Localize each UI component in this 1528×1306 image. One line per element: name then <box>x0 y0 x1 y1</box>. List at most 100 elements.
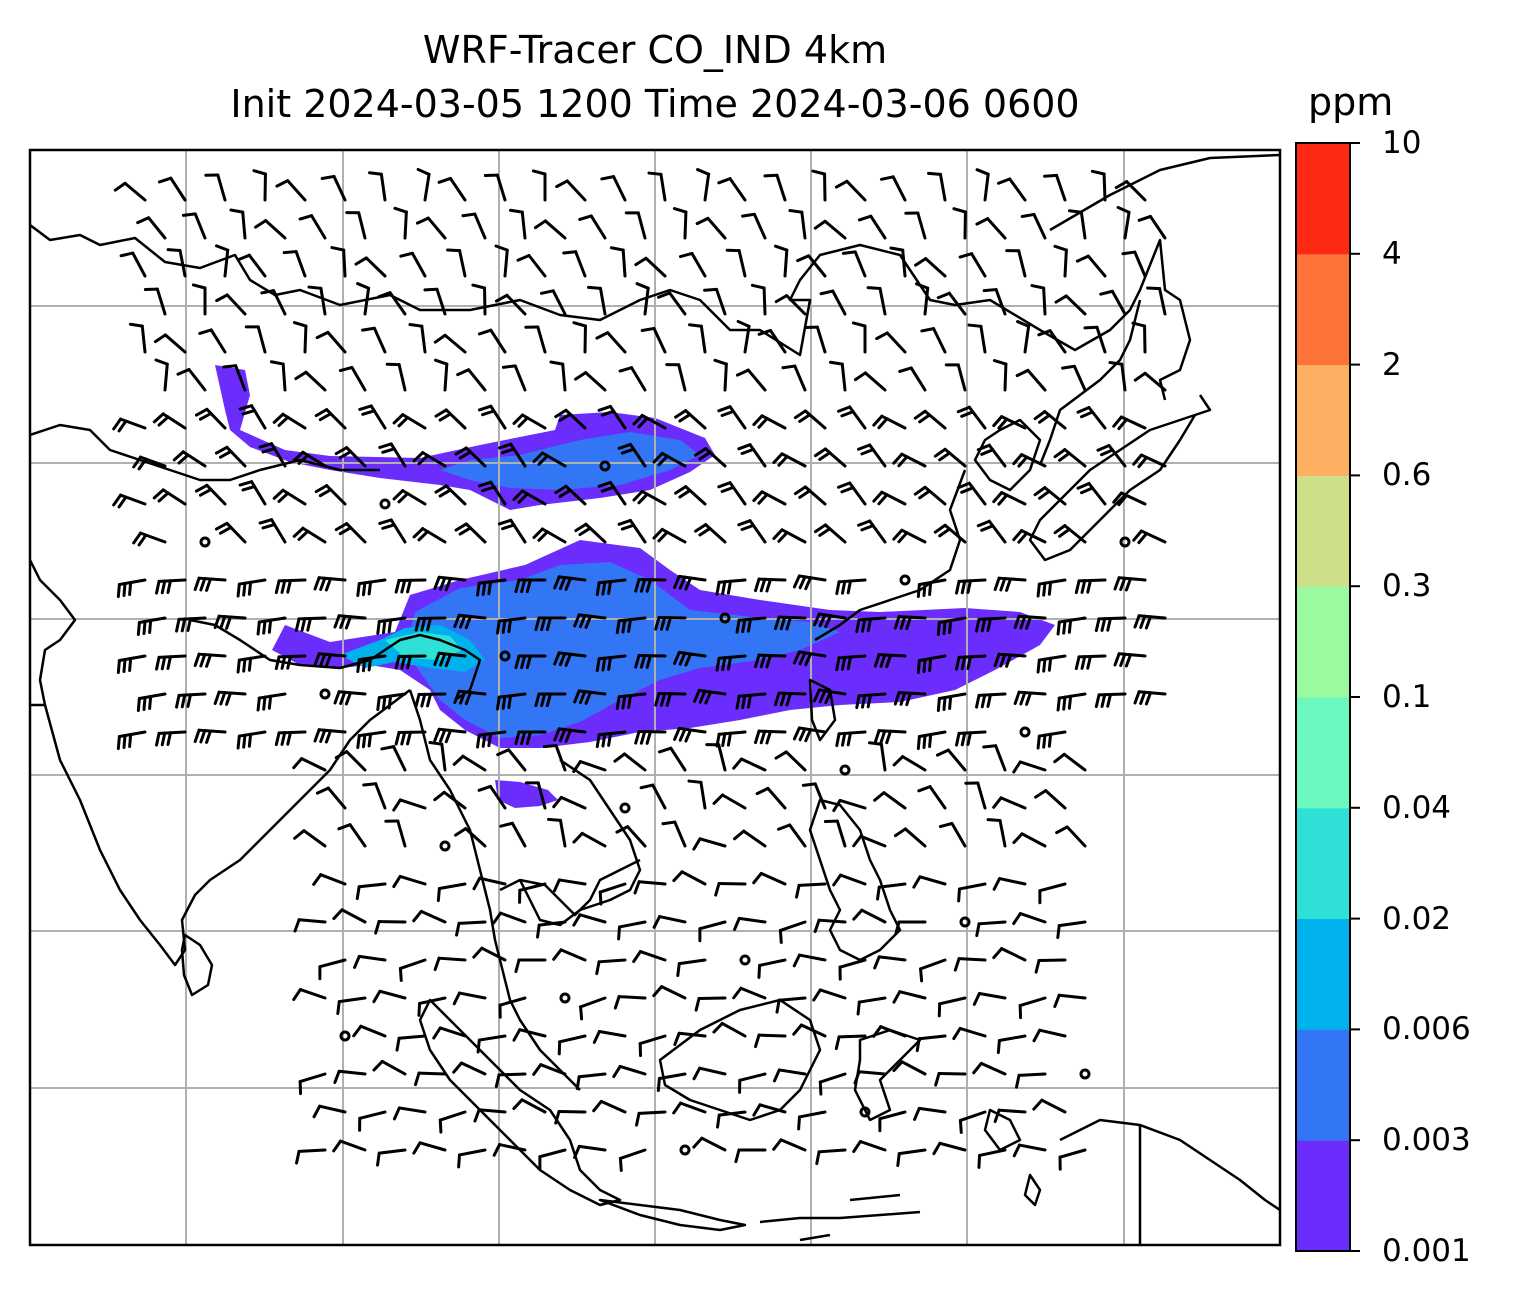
wind-barb <box>236 654 267 674</box>
barb-flag <box>337 823 352 831</box>
wind-barb <box>258 518 287 544</box>
barb-staff <box>578 913 607 924</box>
barb-flag <box>684 576 693 591</box>
wind-barb <box>175 692 207 709</box>
barb-staff <box>938 996 967 1006</box>
barb-staff <box>380 1059 407 1076</box>
wind-barb <box>1043 173 1067 202</box>
barb-flag <box>166 248 182 252</box>
barb-flag <box>1113 576 1121 591</box>
barb-flag <box>540 616 547 632</box>
barb-flag <box>621 694 627 710</box>
wind-barb <box>492 1143 527 1157</box>
barb-flag <box>592 1029 601 1044</box>
wind-barb <box>772 1138 807 1152</box>
wind-barb <box>214 521 247 544</box>
wind-barb <box>572 760 607 773</box>
barb-flag <box>851 321 867 328</box>
barb-flag <box>922 658 927 673</box>
wind-barb <box>618 366 647 392</box>
barb-flag <box>477 784 492 792</box>
barb-flag <box>339 614 347 630</box>
barb-staff <box>193 212 207 240</box>
barb-flag <box>433 956 441 972</box>
barb-flag <box>860 524 875 532</box>
barb-staff <box>928 785 947 810</box>
barb-flag <box>525 730 532 746</box>
barb-flag <box>1121 250 1137 256</box>
wind-barb <box>575 1072 607 1091</box>
wind-barb <box>866 286 887 316</box>
barb-flag <box>1047 732 1053 748</box>
barb-staff <box>901 248 907 278</box>
calm-wind-circle <box>739 954 751 966</box>
barb-flag <box>356 282 371 290</box>
barb-flag <box>215 244 230 252</box>
barb-staff <box>970 252 987 278</box>
wind-barb <box>913 409 947 430</box>
calm-wind-circle <box>1079 1068 1091 1080</box>
wind-barb <box>853 371 887 392</box>
barb-flag <box>692 1136 704 1149</box>
barb-flag <box>936 621 941 636</box>
barb-flag <box>400 578 407 594</box>
barb-flag <box>893 615 901 630</box>
barb-flag <box>272 412 285 424</box>
barb-flag <box>792 726 801 741</box>
wind-barb <box>873 791 907 810</box>
calm-wind-circle <box>319 688 331 700</box>
barb-staff <box>738 1072 767 1082</box>
wind-barb <box>754 577 787 593</box>
barb-staff <box>388 291 407 316</box>
barb-staff <box>597 1029 627 1038</box>
barb-staff <box>752 212 767 240</box>
barb-flag <box>117 419 128 433</box>
wind-barb <box>754 653 787 669</box>
barb-flag <box>639 578 647 593</box>
barb-flag <box>1056 696 1061 712</box>
wind-barb <box>600 175 627 202</box>
barb-flag <box>280 731 287 746</box>
barb-flag <box>645 654 652 669</box>
barb-flag <box>918 413 931 424</box>
barb-flag <box>579 1005 584 1021</box>
barb-staff <box>342 248 347 278</box>
barb-flag <box>698 526 712 537</box>
wind-barb <box>705 743 727 772</box>
barb-flag <box>896 1152 901 1168</box>
barb-flag <box>634 256 648 267</box>
barb-flag <box>692 1066 702 1081</box>
barb-flag <box>1137 214 1152 222</box>
barb-staff <box>859 834 887 848</box>
barb-staff <box>420 324 427 354</box>
barb-flag <box>399 251 414 258</box>
wind-barb <box>693 688 727 705</box>
colorbar-tick-label-1: 0.003 <box>1382 1122 1471 1159</box>
wind-barb <box>736 319 751 354</box>
barb-flag <box>459 614 467 629</box>
barb-flag <box>420 616 427 632</box>
barb-staff <box>986 217 1007 240</box>
wind-barb <box>1012 912 1047 925</box>
wind-barb <box>792 1023 827 1038</box>
wind-barb <box>423 287 447 316</box>
barb-flag <box>657 454 669 467</box>
wind-barb <box>879 175 907 202</box>
barb-flag <box>853 1070 861 1085</box>
barb-flag <box>1005 577 1012 592</box>
barb-staff <box>1008 177 1027 202</box>
barb-flag <box>492 1143 502 1157</box>
wind-barb <box>997 177 1027 202</box>
barb-staff <box>623 752 647 772</box>
wind-barb <box>872 414 907 430</box>
chart-title-line1: WRF-Tracer CO_IND 4km <box>422 28 888 72</box>
wind-barb <box>193 576 227 592</box>
barb-flag <box>620 523 636 531</box>
barb-flag <box>392 489 405 501</box>
barb-staff <box>784 750 807 772</box>
wind-barb <box>229 208 247 240</box>
wind-barb <box>917 785 947 810</box>
wind-barb <box>1058 1148 1087 1171</box>
barb-staff <box>157 578 187 583</box>
barb-flag <box>765 729 772 745</box>
